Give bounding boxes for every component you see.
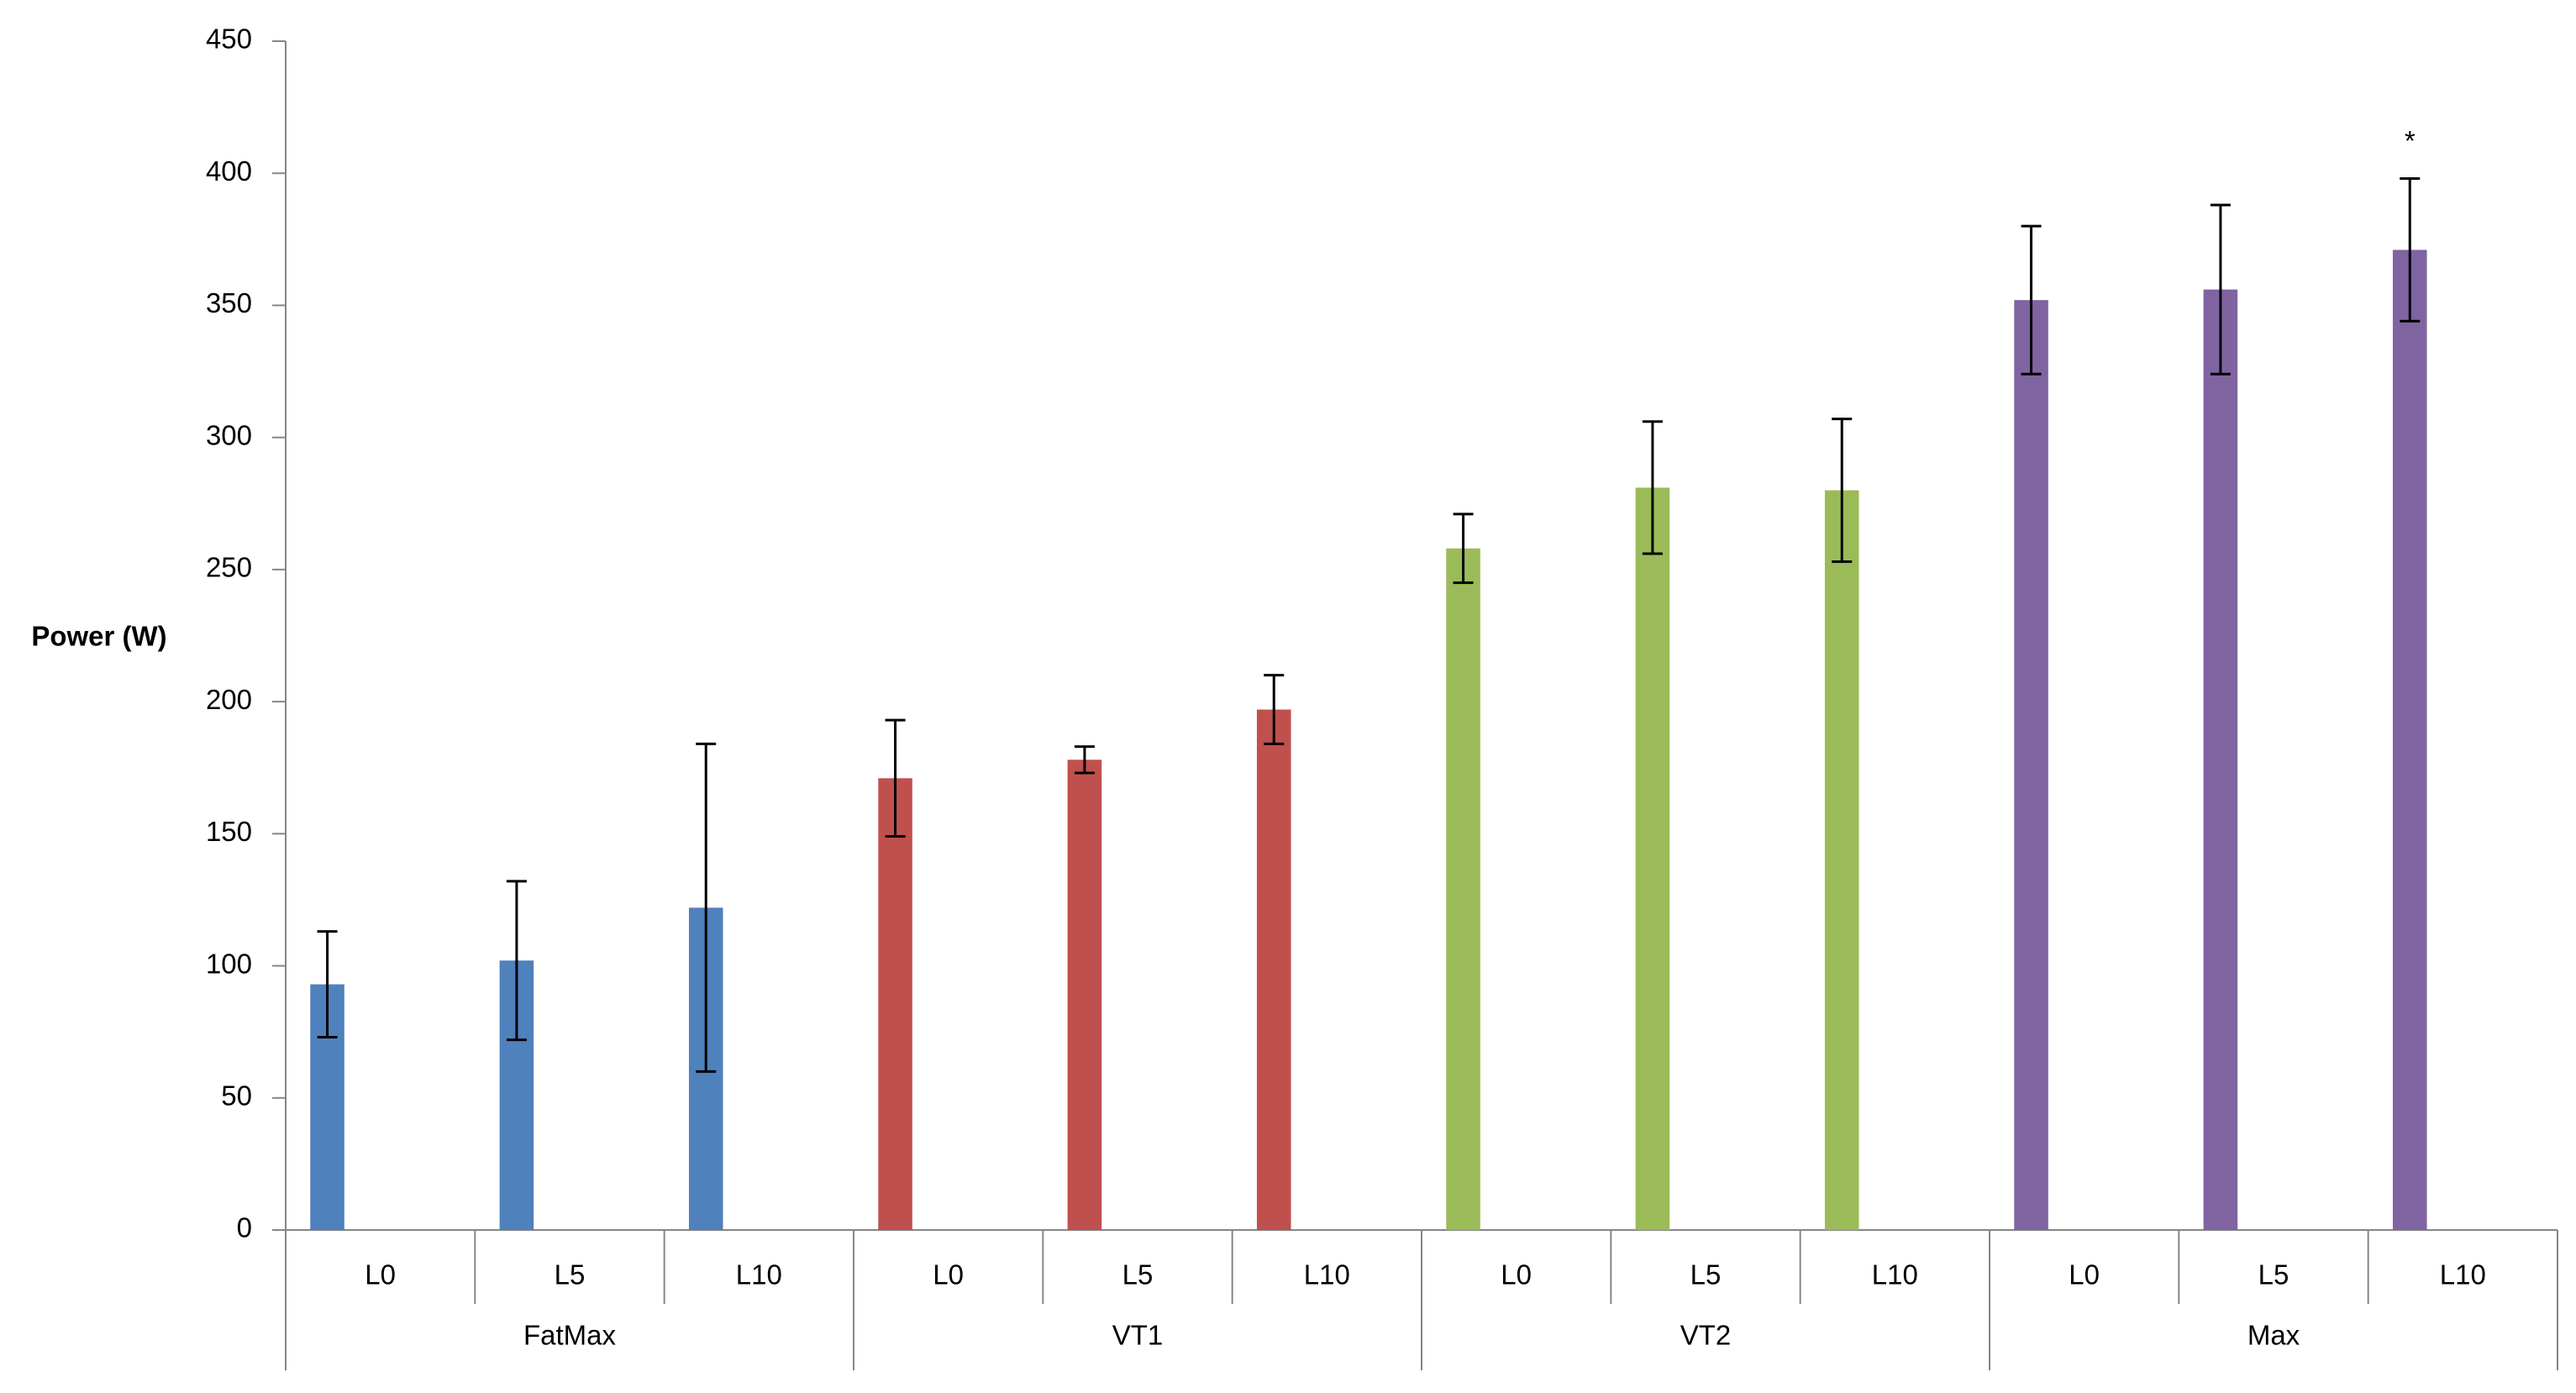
bar [1446, 548, 1480, 1230]
error-bar [2210, 203, 2231, 376]
x-tick-label: L0 [1501, 1259, 1532, 1290]
x-tick-label: L10 [1304, 1259, 1350, 1290]
x-tick-label: L5 [1122, 1259, 1154, 1290]
x-tick-label: L10 [1872, 1259, 1918, 1290]
bar [878, 778, 912, 1230]
error-bar [1642, 420, 1663, 555]
group-label: FatMax [523, 1320, 617, 1351]
y-tick-label: 250 [206, 552, 252, 583]
bar [1635, 487, 1670, 1230]
bar [1824, 490, 1859, 1230]
y-tick-label: 450 [206, 24, 252, 55]
x-tick-label: L0 [933, 1259, 964, 1290]
error-bar [1453, 513, 1474, 585]
bar [2014, 300, 2048, 1231]
error-bar [2400, 177, 2421, 323]
y-tick-label: 200 [206, 684, 252, 715]
y-tick-label: 400 [206, 155, 252, 187]
x-tick-label: L10 [2440, 1259, 2486, 1290]
error-bar [885, 718, 906, 838]
y-tick-label: 300 [206, 419, 252, 450]
y-tick-label: 150 [206, 816, 252, 847]
bar [1256, 709, 1291, 1230]
x-tick-label: L5 [1690, 1259, 1722, 1290]
x-tick-label: L0 [2069, 1259, 2100, 1290]
x-tick-label: L10 [736, 1259, 782, 1290]
error-bar [2021, 224, 2042, 376]
y-tick-label: 100 [206, 948, 252, 979]
bar [1067, 760, 1102, 1230]
group-label: Max [2247, 1320, 2300, 1351]
group-label: VT2 [1680, 1320, 1732, 1351]
y-tick-label: 350 [206, 287, 252, 318]
bar [2203, 289, 2238, 1231]
error-bar [696, 742, 717, 1073]
error-bar [506, 880, 527, 1042]
y-tick-label: 50 [221, 1080, 252, 1111]
y-tick-label: 0 [237, 1212, 252, 1243]
error-bar [317, 930, 338, 1038]
error-bar [1074, 745, 1095, 775]
group-label: VT1 [1112, 1320, 1164, 1351]
x-tick-label: L5 [2258, 1259, 2289, 1290]
annotation: * [2405, 125, 2416, 156]
error-bar [1832, 418, 1853, 563]
x-tick-label: L5 [555, 1259, 586, 1290]
x-tick-label: L0 [365, 1259, 396, 1290]
error-bar [1264, 674, 1285, 745]
bar [2392, 250, 2427, 1230]
y-axis-label: Power (W) [31, 621, 166, 652]
